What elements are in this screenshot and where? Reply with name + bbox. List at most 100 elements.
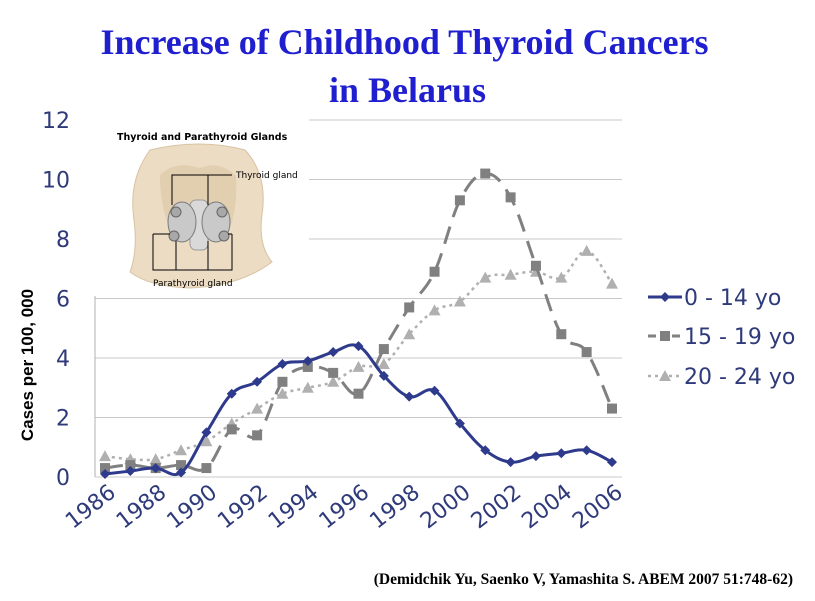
- data-point-2-20: [606, 277, 618, 289]
- data-point-0-13: [429, 385, 440, 396]
- legend-label-0: 0 - 14 yo: [684, 286, 781, 311]
- legend-label-2: 20 - 24 yo: [684, 365, 795, 390]
- legend-marker-2: [659, 370, 671, 381]
- data-point-0-16: [505, 457, 516, 468]
- data-point-1-6: [252, 430, 263, 441]
- inset-label-thyroid: Thyroid gland: [235, 171, 298, 181]
- data-point-0-20: [607, 457, 617, 468]
- data-point-0-7: [277, 358, 288, 369]
- x-tick-label: 1998: [365, 480, 425, 534]
- x-tick-label: 2000: [416, 480, 476, 534]
- data-point-0-12: [404, 391, 415, 402]
- y-tick-labels: 0 2 4 6 8 10 12: [42, 109, 70, 491]
- x-tick-label: 2004: [517, 480, 577, 534]
- y-tick-label: 4: [56, 347, 70, 372]
- inset-label-parathyroid: Parathyroid gland: [153, 279, 233, 289]
- x-tick-label: 1994: [264, 480, 324, 534]
- data-point-0-9: [328, 347, 339, 358]
- x-tick-label: 2006: [568, 480, 628, 534]
- data-point-0-10: [353, 341, 364, 352]
- y-tick-label: 12: [42, 109, 70, 134]
- data-point-0-8: [302, 355, 313, 366]
- data-point-2-4: [200, 435, 213, 447]
- data-point-0-5: [226, 388, 237, 399]
- data-point-1-12: [404, 302, 415, 313]
- data-point-1-15: [480, 168, 491, 179]
- data-point-2-7: [276, 387, 289, 399]
- data-point-1-3: [176, 460, 187, 471]
- data-point-0-0: [100, 469, 110, 480]
- series-1: [100, 168, 617, 474]
- data-point-1-1: [125, 460, 136, 471]
- data-point-2-19: [580, 244, 593, 256]
- x-tick-label: 1986: [61, 480, 121, 534]
- data-point-1-14: [454, 195, 465, 206]
- y-tick-label: 10: [42, 169, 70, 194]
- x-tick-label: 2002: [467, 480, 527, 534]
- data-point-1-10: [353, 388, 364, 399]
- data-point-2-13: [428, 304, 441, 316]
- legend-marker-0: [660, 292, 670, 302]
- data-point-1-8: [302, 361, 313, 372]
- series-line-1: [104, 172, 614, 472]
- data-point-1-9: [328, 367, 339, 378]
- data-point-2-9: [327, 375, 340, 387]
- data-point-1-18: [556, 329, 567, 340]
- data-point-2-15: [479, 271, 492, 283]
- data-point-2-11: [377, 357, 390, 369]
- data-point-1-16: [505, 192, 516, 203]
- data-point-2-18: [555, 271, 568, 283]
- data-point-1-13: [429, 266, 440, 277]
- data-point-1-5: [226, 424, 237, 435]
- x-tick-label: 1996: [315, 480, 375, 534]
- legend-label-1: 15 - 19 yo: [684, 325, 795, 350]
- title-line-1: Increase of Childhood Thyroid Cancers: [100, 22, 709, 62]
- data-point-1-11: [378, 344, 389, 355]
- series-layer: [99, 168, 618, 480]
- data-point-1-20: [607, 403, 617, 414]
- x-tick-labels: 1986198819901992199419961998200020022004…: [61, 480, 628, 534]
- data-point-1-0: [100, 463, 110, 474]
- data-point-0-11: [378, 370, 389, 381]
- data-point-2-6: [251, 402, 264, 414]
- series-line-2: [104, 249, 614, 462]
- data-point-0-18: [556, 448, 567, 459]
- data-point-0-17: [530, 451, 541, 462]
- data-point-0-14: [454, 418, 465, 429]
- legend-marker-1: [660, 331, 670, 341]
- data-point-2-14: [453, 295, 466, 307]
- data-point-0-4: [201, 427, 212, 438]
- data-point-0-19: [581, 445, 592, 456]
- y-tick-label: 2: [56, 407, 70, 432]
- data-point-0-6: [252, 376, 263, 387]
- data-point-2-12: [403, 328, 416, 340]
- data-point-0-15: [480, 445, 491, 456]
- citation: (Demidchik Yu, Saenko V, Yamashita S. AB…: [373, 571, 793, 588]
- data-point-2-0: [99, 450, 111, 462]
- data-point-2-10: [352, 360, 365, 372]
- legend: 0 - 14 yo 15 - 19 yo 20 - 24 yo: [648, 286, 795, 390]
- data-point-1-17: [530, 260, 541, 271]
- data-point-2-16: [504, 268, 517, 280]
- thyroid-inset-image: Thyroid and Parathyroid Glands Thyroid g…: [94, 118, 309, 296]
- data-point-2-8: [301, 381, 314, 393]
- data-point-0-3: [176, 467, 187, 478]
- x-tick-label: 1988: [112, 480, 172, 534]
- y-tick-label: 0: [56, 466, 70, 491]
- data-point-0-1: [125, 466, 136, 477]
- y-tick-label: 6: [56, 288, 70, 313]
- title-line-2: in Belarus: [328, 70, 487, 110]
- data-point-1-19: [581, 347, 592, 358]
- series-0: [100, 341, 617, 480]
- data-point-1-7: [277, 376, 288, 387]
- data-point-2-2: [149, 453, 162, 465]
- x-tick-label: 1990: [163, 480, 223, 534]
- data-point-0-2: [150, 463, 161, 474]
- series-2: [99, 244, 618, 465]
- y-axis-label: Cases per 100, 000: [18, 289, 37, 441]
- data-point-1-4: [201, 463, 212, 474]
- y-tick-label: 8: [56, 228, 70, 253]
- inset-title: Thyroid and Parathyroid Glands: [117, 132, 288, 143]
- x-tick-label: 1992: [213, 480, 273, 534]
